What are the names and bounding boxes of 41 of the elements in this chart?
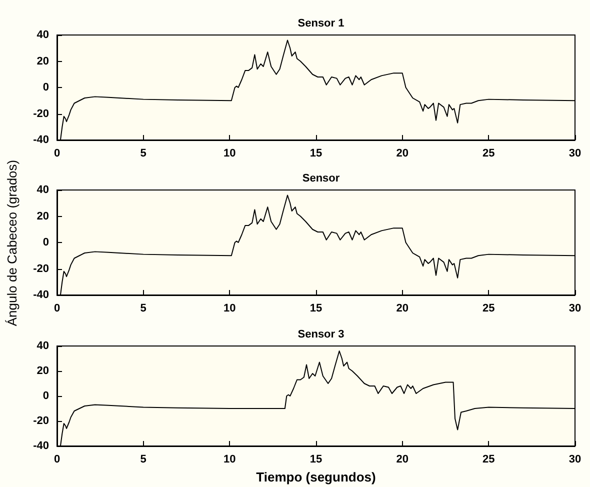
y-tick-label: 0: [42, 236, 49, 248]
x-tick-label: 10: [224, 454, 236, 466]
y-tick-label: -20: [33, 108, 49, 120]
x-tick-label: 15: [310, 148, 322, 160]
x-tick-label: 15: [310, 302, 322, 314]
x-tick-label: 20: [396, 302, 408, 314]
x-tick-label: 0: [54, 148, 60, 160]
x-axis-title: Tiempo (segundos): [256, 470, 376, 484]
x-tick-label: 25: [482, 454, 495, 466]
x-tick-label: 30: [568, 454, 582, 466]
x-tick-label: 15: [310, 454, 322, 466]
y-tick-label: 0: [42, 390, 49, 402]
chart-title: Sensor 3: [298, 328, 344, 340]
y-tick-label: -20: [33, 262, 49, 275]
y-axis-title: Ángulo de Cabeceo (grados): [4, 160, 20, 326]
x-tick-label: 20: [396, 148, 408, 160]
x-tick-label: 10: [224, 302, 236, 314]
chart-title: Sensor: [302, 172, 340, 184]
y-tick-label: 40: [36, 29, 49, 41]
x-tick-label: 10: [224, 148, 236, 160]
y-tick-label: 40: [36, 184, 49, 196]
y-tick-label: -40: [33, 289, 49, 301]
x-tick-label: 25: [482, 302, 495, 314]
x-tick-label: 30: [568, 148, 582, 160]
x-tick-label: 30: [568, 302, 582, 314]
y-tick-label: -40: [33, 134, 49, 146]
x-tick-label: 25: [482, 148, 495, 160]
x-tick-label: 0: [54, 454, 60, 466]
y-tick-label: 20: [36, 210, 49, 222]
x-tick-label: 5: [140, 302, 146, 314]
y-tick-label: 40: [36, 340, 49, 352]
y-tick-label: 0: [42, 82, 49, 94]
y-tick-label: 20: [36, 365, 49, 377]
y-tick-label: 20: [36, 55, 49, 68]
y-tick-label: -40: [33, 440, 49, 452]
x-tick-label: 20: [396, 454, 408, 466]
x-tick-label: 0: [54, 302, 60, 314]
y-tick-label: -20: [33, 415, 49, 427]
x-tick-label: 5: [140, 148, 146, 160]
x-tick-label: 5: [140, 454, 146, 466]
chart-title: Sensor 1: [298, 18, 344, 30]
